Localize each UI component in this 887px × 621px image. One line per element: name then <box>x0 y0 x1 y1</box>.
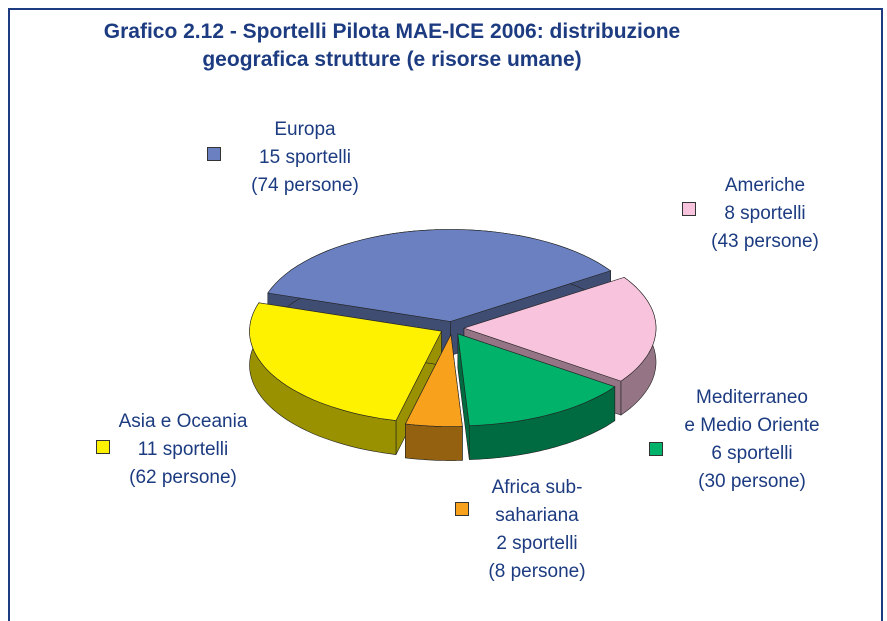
legend-swatch <box>649 442 663 456</box>
slice <box>463 277 657 382</box>
legend-swatch <box>207 147 221 161</box>
category-label: Africa sub- sahariana <box>491 477 583 526</box>
category-label: Americhe <box>724 175 806 196</box>
chart-title: Grafico 2.12 - Sportelli Pilota MAE-ICE … <box>103 20 681 71</box>
persone-label: (43 persone) <box>711 231 819 252</box>
persone-label: (62 persone) <box>129 467 237 488</box>
category-label: Asia e Oceania <box>118 411 248 432</box>
value-label: 8 sportelli <box>724 203 806 224</box>
category-label: Europa <box>274 119 336 140</box>
value-label: 11 sportelli <box>137 439 229 460</box>
data-label: Europa 15 sportelli (74 persone) <box>175 116 435 200</box>
data-label: Mediterraneo e Medio Oriente 6 sportelli (… <box>622 384 882 496</box>
value-label: 15 sportelli <box>259 147 351 168</box>
legend-swatch <box>96 440 110 454</box>
slice <box>249 302 442 421</box>
data-label: Asia e Oceania 11 sportelli (62 persone) <box>53 408 313 492</box>
persone-label: (30 persone) <box>698 471 806 492</box>
frame <box>8 8 883 621</box>
persone-label: (8 persone) <box>488 561 586 582</box>
slice <box>457 333 616 426</box>
slice <box>267 229 612 322</box>
data-label: Americhe 8 sportelli (43 persone) <box>635 172 887 256</box>
data-label: Africa sub- sahariana 2 sportelli (8 perso… <box>407 474 667 586</box>
category-label: Mediterraneo e Medio Oriente <box>684 387 820 436</box>
legend-swatch <box>455 502 469 516</box>
slice-wall <box>405 423 463 461</box>
persone-label: (74 persone) <box>251 175 359 196</box>
value-label: 2 sportelli <box>496 533 578 554</box>
value-label: 6 sportelli <box>711 443 793 464</box>
legend-swatch <box>682 202 696 216</box>
slice <box>404 333 463 427</box>
